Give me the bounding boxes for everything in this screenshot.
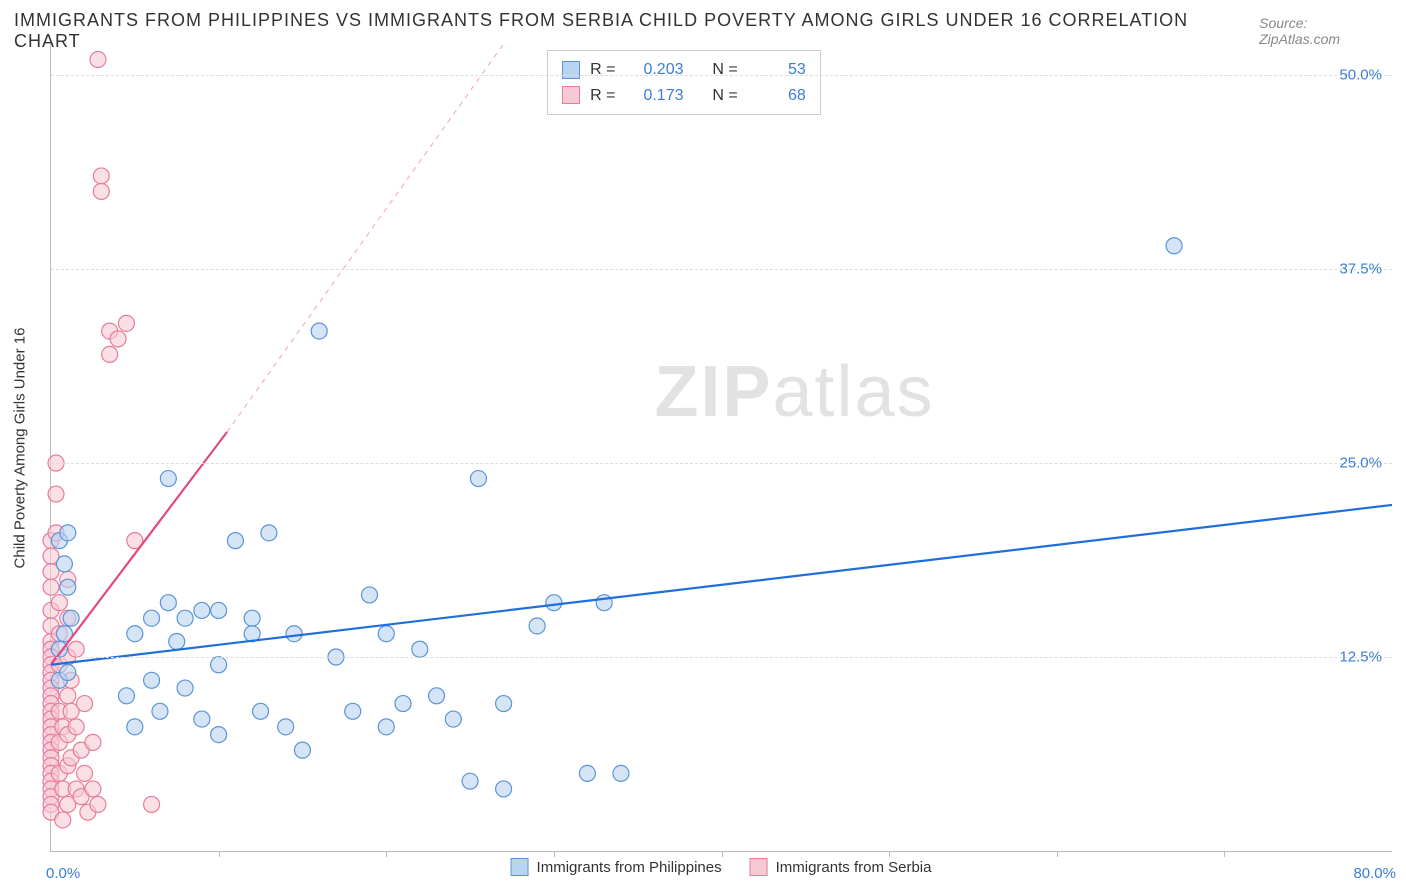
y-tick-label: 50.0% <box>1339 67 1382 84</box>
x-tick <box>889 851 890 857</box>
legend-item-series-1: Immigrants from Serbia <box>750 858 932 876</box>
gridline-h <box>51 657 1392 658</box>
x-tick <box>1224 851 1225 857</box>
legend-label-0: Immigrants from Philippines <box>537 859 722 876</box>
x-tick <box>386 851 387 857</box>
r-label-1: R = <box>590 83 615 109</box>
chart-plot-area: ZIPatlas R = 0.203 N = 53 R = 0.173 N = … <box>50 44 1392 852</box>
x-tick <box>554 851 555 857</box>
x-tick <box>219 851 220 857</box>
n-value-0: 53 <box>748 57 806 83</box>
swatch-series-1 <box>562 86 580 104</box>
gridline-h <box>51 463 1392 464</box>
x-tick <box>722 851 723 857</box>
bottom-legend: Immigrants from Philippines Immigrants f… <box>511 858 932 876</box>
x-axis-max-label: 80.0% <box>1353 865 1396 882</box>
r-value-0: 0.203 <box>626 57 684 83</box>
n-label-1: N = <box>712 83 737 109</box>
x-axis-min-label: 0.0% <box>46 865 80 882</box>
source-prefix: Source: <box>1259 15 1307 31</box>
y-axis-label-container: Child Poverty Among Girls Under 16 <box>0 44 40 852</box>
legend-item-series-0: Immigrants from Philippines <box>511 858 722 876</box>
r-value-1: 0.173 <box>626 83 684 109</box>
gridline-h <box>51 269 1392 270</box>
y-axis-label: Child Poverty Among Girls Under 16 <box>12 328 29 569</box>
stats-row-series-0: R = 0.203 N = 53 <box>562 57 806 83</box>
stats-legend-box: R = 0.203 N = 53 R = 0.173 N = 68 <box>547 50 821 115</box>
y-tick-label: 12.5% <box>1339 649 1382 666</box>
n-value-1: 68 <box>748 83 806 109</box>
swatch-series-0 <box>562 61 580 79</box>
legend-label-1: Immigrants from Serbia <box>776 859 932 876</box>
x-axis-labels: 0.0% 80.0% Immigrants from Philippines I… <box>50 858 1392 882</box>
source-credit: Source: ZipAtlas.com <box>1259 15 1392 47</box>
legend-swatch-1 <box>750 858 768 876</box>
y-tick-label: 25.0% <box>1339 455 1382 472</box>
stats-row-series-1: R = 0.173 N = 68 <box>562 83 806 109</box>
r-label-0: R = <box>590 57 615 83</box>
scatter-svg <box>51 44 1392 851</box>
legend-swatch-0 <box>511 858 529 876</box>
gridline-h <box>51 75 1392 76</box>
x-tick <box>1057 851 1058 857</box>
y-tick-label: 37.5% <box>1339 261 1382 278</box>
n-label-0: N = <box>712 57 737 83</box>
